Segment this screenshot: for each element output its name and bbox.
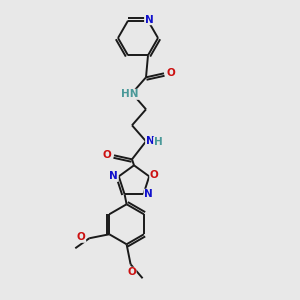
Text: O: O — [167, 68, 176, 78]
Text: N: N — [146, 136, 154, 146]
Text: O: O — [103, 150, 111, 160]
Text: O: O — [77, 232, 85, 242]
Text: N: N — [110, 171, 118, 182]
Text: N: N — [144, 189, 153, 199]
Text: O: O — [127, 267, 136, 277]
Text: HN: HN — [121, 89, 139, 99]
Text: H: H — [154, 137, 162, 147]
Text: O: O — [150, 170, 159, 180]
Text: N: N — [145, 15, 153, 25]
